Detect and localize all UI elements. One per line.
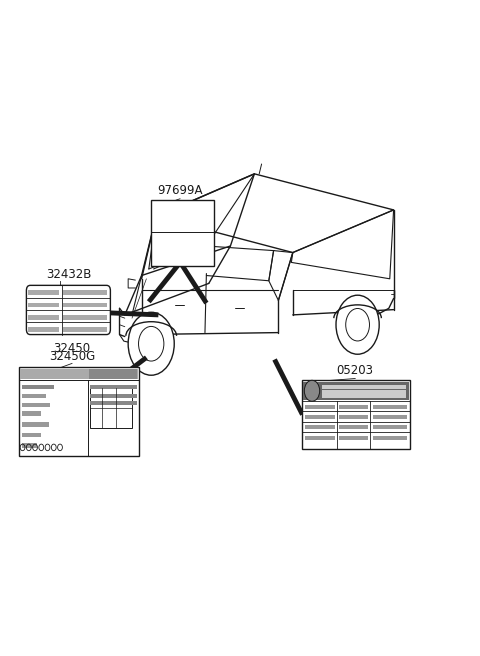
Bar — [22, 443, 36, 448]
Bar — [304, 415, 335, 419]
Bar — [63, 315, 107, 319]
Bar — [89, 401, 137, 405]
Bar — [372, 425, 407, 429]
Bar — [151, 200, 214, 266]
Bar — [89, 394, 137, 398]
Bar — [22, 411, 41, 416]
Text: 32450G: 32450G — [49, 350, 95, 363]
Bar — [28, 303, 59, 307]
Bar — [63, 327, 107, 332]
Bar — [339, 436, 368, 440]
Bar — [339, 415, 368, 419]
Bar — [22, 422, 49, 426]
Bar — [304, 405, 335, 409]
Bar — [322, 386, 406, 390]
Bar — [372, 436, 407, 440]
Bar — [302, 380, 410, 449]
Circle shape — [139, 327, 164, 361]
Bar — [372, 405, 407, 409]
Bar — [339, 405, 368, 409]
Bar — [63, 303, 107, 307]
Text: 32432B: 32432B — [46, 268, 91, 281]
Text: 32450: 32450 — [53, 342, 91, 355]
Bar — [304, 436, 335, 440]
FancyBboxPatch shape — [26, 285, 110, 335]
Bar — [28, 291, 59, 295]
Bar — [89, 385, 137, 390]
Circle shape — [336, 295, 379, 354]
Bar — [22, 394, 46, 398]
Bar — [20, 369, 138, 379]
Bar — [19, 367, 139, 456]
Circle shape — [346, 308, 370, 341]
Text: 97699A: 97699A — [157, 184, 203, 197]
Text: 05203: 05203 — [336, 363, 374, 377]
Bar — [28, 327, 59, 332]
Bar — [22, 385, 54, 390]
Bar — [322, 394, 406, 398]
Bar — [90, 388, 132, 428]
Bar — [22, 433, 41, 438]
Bar — [63, 291, 107, 295]
Bar — [22, 403, 50, 407]
Bar — [372, 415, 407, 419]
Bar — [28, 315, 59, 319]
Bar — [303, 382, 409, 400]
Bar — [304, 425, 335, 429]
Bar — [339, 425, 368, 429]
Bar — [89, 369, 137, 379]
Circle shape — [128, 312, 174, 375]
Circle shape — [304, 380, 320, 401]
Bar — [322, 390, 406, 394]
